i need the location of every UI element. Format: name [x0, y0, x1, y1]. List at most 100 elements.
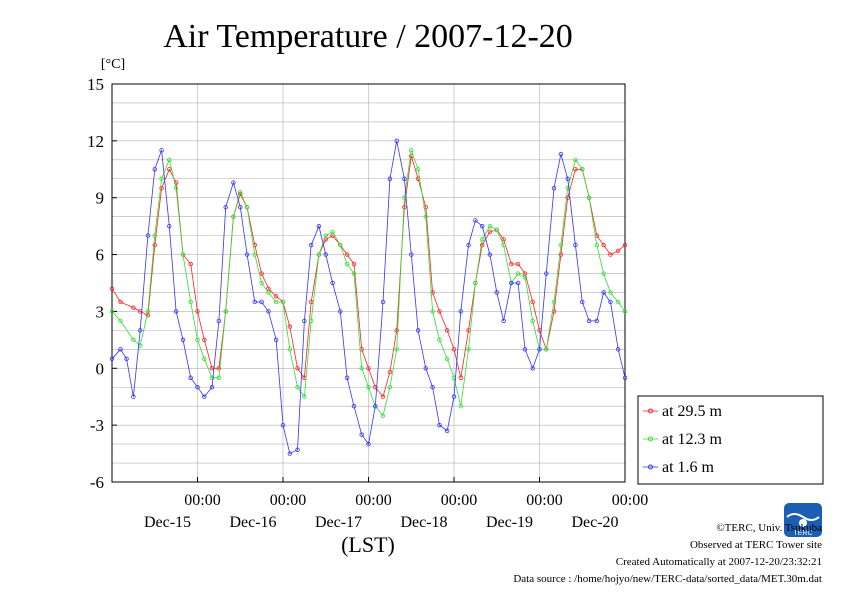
data-point	[480, 237, 485, 242]
data-point	[273, 299, 279, 305]
data-point	[118, 347, 123, 352]
data-point	[145, 309, 151, 314]
x-tick-date-label: Dec-15	[144, 514, 191, 531]
data-point	[601, 290, 606, 295]
data-point	[515, 261, 521, 267]
data-point	[145, 233, 151, 238]
data-point	[266, 309, 271, 314]
data-point	[173, 186, 179, 191]
data-point	[280, 422, 286, 428]
data-point	[338, 242, 343, 248]
data-point	[231, 180, 236, 185]
data-point	[202, 356, 207, 362]
data-point	[152, 233, 157, 238]
data-point	[273, 294, 279, 299]
data-point	[316, 223, 322, 229]
data-point	[273, 337, 279, 343]
data-point	[601, 271, 606, 276]
x-tick-date-label: Dec-17	[315, 514, 362, 531]
data-point	[509, 280, 514, 286]
data-point	[109, 356, 115, 362]
x-tick-time-label: 00:00	[441, 492, 477, 509]
data-point	[309, 318, 314, 324]
data-point	[522, 275, 528, 280]
data-point	[351, 271, 357, 276]
data-point	[573, 167, 578, 172]
data-point	[530, 299, 535, 305]
data-point	[409, 252, 414, 257]
data-point	[622, 242, 628, 248]
data-point	[594, 242, 599, 248]
data-point	[573, 242, 578, 248]
x-tick-date-label: Dec-20	[571, 514, 618, 531]
data-point	[573, 157, 578, 163]
data-point	[302, 318, 307, 324]
data-point	[152, 242, 157, 248]
series-2	[109, 148, 628, 418]
data-point	[131, 305, 136, 310]
data-point	[515, 271, 521, 276]
data-point	[280, 299, 286, 305]
data-point	[159, 176, 164, 181]
data-point	[530, 318, 535, 324]
data-point	[159, 148, 164, 153]
data-point	[451, 394, 457, 399]
data-point	[402, 204, 407, 210]
data-point	[580, 167, 585, 172]
y-axis-ticks: 15 12 9 6 3 0 -3 -6	[87, 75, 117, 492]
data-point	[259, 299, 264, 305]
legend-label: at 29.5 m	[662, 403, 723, 420]
terc-logo: TERC	[784, 503, 822, 537]
data-point	[380, 413, 386, 418]
data-point	[188, 299, 193, 305]
data-point	[138, 328, 143, 333]
data-point	[423, 366, 428, 371]
y-tick-label: 0	[96, 359, 105, 378]
data-point	[173, 180, 179, 185]
data-point	[451, 347, 457, 352]
data-point	[316, 252, 322, 257]
data-point	[380, 299, 386, 305]
y-tick-label: 9	[96, 189, 105, 208]
data-point	[409, 148, 414, 153]
grid-lines	[112, 84, 626, 482]
data-point	[501, 318, 506, 324]
data-point	[558, 151, 564, 157]
x-tick-time-label: 00:00	[184, 492, 220, 509]
data-point	[131, 394, 136, 399]
data-point	[430, 385, 435, 390]
data-point	[380, 394, 386, 399]
legend-box	[637, 395, 824, 485]
data-point	[608, 252, 613, 257]
data-point	[216, 366, 222, 371]
data-point	[266, 290, 271, 295]
data-point	[394, 138, 399, 144]
series-3	[109, 138, 628, 456]
data-point	[180, 252, 186, 257]
data-point	[366, 441, 371, 447]
data-point	[423, 214, 428, 219]
data-point	[330, 280, 335, 286]
data-point	[387, 385, 393, 390]
series-line	[111, 140, 626, 455]
x-tick-time-label: 00:00	[355, 492, 391, 509]
data-point	[415, 328, 421, 333]
data-point	[167, 157, 172, 163]
data-point	[131, 337, 136, 343]
data-point	[287, 451, 293, 456]
data-point	[209, 385, 215, 390]
data-point	[494, 290, 499, 295]
data-point	[202, 394, 207, 399]
data-point	[580, 299, 585, 305]
logo-wave	[786, 513, 820, 521]
data-point	[615, 299, 621, 305]
data-point	[323, 233, 328, 238]
data-point	[167, 223, 172, 229]
data-point	[458, 403, 464, 409]
data-point	[195, 337, 200, 343]
data-point	[109, 309, 115, 314]
legend: at 29.5 m at 12.3 m at 1.6 m	[637, 395, 824, 485]
data-point	[480, 223, 485, 229]
data-point	[586, 318, 592, 324]
data-point	[387, 369, 393, 375]
